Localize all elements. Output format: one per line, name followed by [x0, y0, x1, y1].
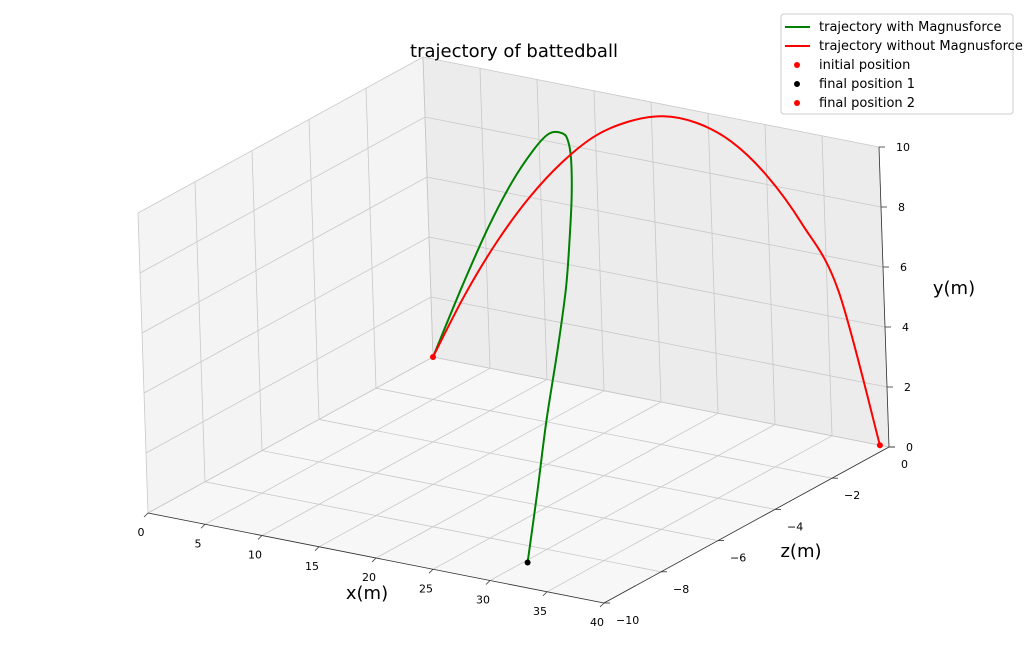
x-tick-mark [371, 557, 377, 563]
x-tick-mark [314, 546, 320, 552]
grid-line-y [137, 56, 880, 214]
marker-points [430, 354, 883, 566]
y-tick-label: 0 [906, 441, 913, 454]
x-tick-mark [428, 568, 434, 574]
grid-line-y [139, 116, 882, 274]
y-tick-label: 4 [902, 321, 909, 334]
z-tick-label: −10 [616, 614, 639, 627]
y-tick-label: 2 [904, 381, 911, 394]
y-axis-line [878, 146, 890, 448]
x-tick-mark [200, 523, 206, 529]
legend-box [780, 13, 1014, 115]
grid-line-y [145, 296, 888, 454]
axis-lines [143, 146, 895, 608]
x-tick-mark [485, 580, 491, 585]
x-tick-mark [257, 535, 263, 540]
z-tick-label: −6 [730, 552, 746, 565]
legend-swatch-dot [794, 100, 800, 106]
x-tick-mark [542, 591, 548, 597]
x-tick-label: 10 [248, 549, 262, 562]
marker-point-1 [430, 354, 436, 360]
x-tick-mark [599, 602, 605, 608]
axis-panes [138, 57, 889, 603]
side-pane [138, 57, 433, 513]
x-tick-label: 40 [590, 616, 604, 629]
x-tick-label: 30 [476, 594, 490, 607]
legend: trajectory with Magnusforce trajectory wi… [780, 13, 1023, 115]
x-tick-label: 25 [419, 582, 433, 595]
z-tick-label: −2 [844, 489, 860, 502]
grid-line-y [143, 236, 886, 394]
x-tick-label: 20 [362, 571, 376, 584]
x-tick-label: 35 [533, 605, 547, 618]
legend-entry-label: final position 1 [819, 77, 915, 92]
z-tick-label: 0 [901, 458, 908, 471]
legend-swatch-dot [794, 62, 800, 68]
z-tick-label: −4 [787, 520, 803, 533]
grid-line-y [141, 176, 884, 334]
legend-entry-label: trajectory without Magnusforce [819, 39, 1023, 54]
marker-point-3 [876, 442, 883, 449]
chart-title: trajectory of battedball [410, 41, 618, 62]
x-tick-label: 15 [305, 560, 319, 573]
y-axis-label: y(m) [933, 278, 975, 299]
tick-labels: 0 5 10 15 20 25 30 35 40 0 −2 −4 −6 −8 −10 0 2 4 6 8 10 [138, 141, 914, 629]
series-line-1 [432, 130, 573, 563]
marker-point-2 [524, 559, 531, 566]
legend-entry-label: final position 2 [819, 96, 915, 111]
x-tick-label: 0 [138, 526, 145, 539]
y-tick-label: 6 [900, 261, 907, 274]
legend-entry-label: trajectory with Magnusforce [819, 20, 1002, 35]
series-line-2 [432, 115, 881, 446]
legend-swatch-dot [794, 81, 800, 87]
z-axis-line [603, 446, 890, 604]
y-tick-label: 10 [896, 141, 910, 154]
y-tick-label: 8 [898, 201, 905, 214]
x-axis-label: x(m) [346, 583, 388, 604]
x-tick-mark [143, 512, 149, 518]
x-tick-label: 5 [195, 537, 202, 550]
series-lines [432, 115, 881, 563]
z-tick-label: −8 [673, 583, 689, 596]
legend-entry-label: initial position [819, 58, 910, 73]
z-axis-label: z(m) [780, 541, 821, 562]
